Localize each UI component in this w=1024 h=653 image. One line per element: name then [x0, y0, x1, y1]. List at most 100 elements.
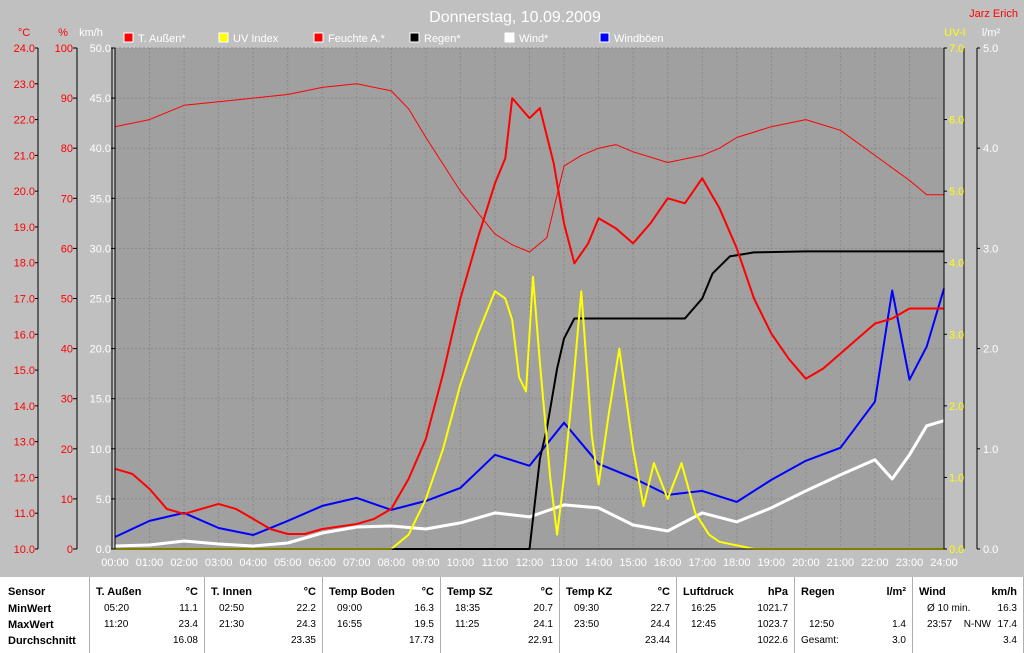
x-tick-label: 07:00	[343, 557, 371, 569]
temp-tick-label: 23.0	[14, 79, 35, 91]
stats-avg-value: 22.91	[527, 635, 553, 646]
legend-swatch	[313, 32, 324, 43]
x-tick-label: 13:00	[550, 557, 578, 569]
stats-max-time: 16:55	[337, 619, 363, 630]
stats-section: T. Außen °C 05:20 11.1 11:20 23.4 16.08	[90, 577, 205, 653]
stats-section-unit: l/m²	[886, 586, 906, 598]
temp-tick-label: 20.0	[14, 186, 35, 198]
stats-min-time: 02:50	[219, 603, 245, 614]
series-line-uv-index	[115, 276, 944, 550]
x-tick-label: 04:00	[239, 557, 267, 569]
temp-tick-label: 19.0	[14, 222, 35, 234]
stats-max-value: 1.4	[892, 619, 906, 630]
stats-section-name: T. Innen	[211, 586, 252, 598]
uv-tick-label: 6.0	[949, 115, 964, 127]
x-tick-label: 15:00	[619, 557, 647, 569]
legend-label: Feuchte A.*	[328, 33, 386, 45]
stats-label-min: MinWert	[8, 603, 52, 615]
stats-avg-value: 1022.6	[757, 635, 788, 646]
temp-tick-label: 10.0	[14, 544, 35, 556]
temp-tick-label: 13.0	[14, 437, 35, 449]
x-tick-label: 19:00	[758, 557, 786, 569]
temp-tick-label: 21.0	[14, 150, 35, 162]
legend: T. Außen* UV Index Feuchte A.* Regen* Wind* W…	[123, 32, 664, 45]
x-tick-label: 23:00	[896, 557, 924, 569]
rain-tick-label: 3.0	[983, 243, 998, 255]
wind-tick-label: 40.0	[90, 143, 111, 155]
stats-max-value: 23.4	[178, 619, 198, 630]
stats-section-unit: °C	[185, 586, 198, 598]
uv-tick-label: 3.0	[949, 329, 964, 341]
stats-max-time: 23:50	[574, 619, 600, 630]
humidity-tick-label: 20	[61, 444, 73, 456]
series-line-regen	[115, 250, 944, 550]
stats-section-unit: °C	[421, 586, 434, 598]
stats-avg-label: Gesamt:	[801, 635, 839, 646]
wind-tick-label: 35.0	[90, 193, 111, 205]
axes-layer: 00:00 01:00 02:00 03:00 04:00 05:00 06:00 07:00…	[14, 27, 1001, 569]
rain-tick-label: 5.0	[983, 43, 998, 55]
stats-max-time: 11:25	[455, 619, 480, 630]
stats-avg-value: 23.44	[644, 635, 670, 646]
x-tick-label: 20:00	[792, 557, 820, 569]
temp-tick-label: 16.0	[14, 329, 35, 341]
x-tick-label: 22:00	[861, 557, 889, 569]
rain-tick-label: 2.0	[983, 344, 998, 356]
humidity-tick-label: 90	[61, 93, 73, 105]
humidity-tick-label: 60	[61, 243, 73, 255]
legend-label: Windböen	[614, 33, 664, 45]
stats-section-name: Temp SZ	[447, 586, 493, 598]
legend-label: UV Index	[233, 33, 279, 45]
stats-max-value: 1023.7	[757, 619, 788, 630]
stats-max-value: 17.4	[997, 619, 1017, 630]
humidity-tick-label: 40	[61, 344, 73, 356]
series-line-wind	[114, 419, 945, 548]
author-label: Jarz Erich	[969, 8, 1018, 20]
x-tick-label: 09:00	[412, 557, 440, 569]
x-tick-label: 14:00	[585, 557, 613, 569]
stats-min-time: Ø 10 min.	[927, 603, 971, 614]
temp-tick-label: 22.0	[14, 115, 35, 127]
temp-tick-label: 18.0	[14, 258, 35, 270]
uv-tick-label: 1.0	[949, 472, 964, 484]
wind-tick-label: 45.0	[90, 93, 111, 105]
legend-swatch	[409, 32, 420, 43]
stats-section-name: Regen	[801, 586, 835, 598]
stats-section-name: Temp Boden	[329, 586, 395, 598]
legend-label: T. Außen*	[138, 33, 186, 45]
stats-section-unit: °C	[657, 586, 670, 598]
stats-header-sensor: Sensor	[8, 586, 46, 598]
temp-unit-label: °C	[18, 27, 30, 39]
wind-unit-label: km/h	[79, 27, 103, 39]
x-tick-label: 18:00	[723, 557, 751, 569]
stats-min-value: 22.7	[650, 603, 670, 614]
stats-section: T. Innen °C 02:50 22.2 21:30 24.3 23.35	[205, 577, 323, 653]
rain-tick-label: 1.0	[983, 444, 998, 456]
temp-tick-label: 15.0	[14, 365, 35, 377]
humidity-tick-label: 100	[55, 43, 73, 55]
stats-min-value: 22.2	[296, 603, 316, 614]
stats-max-value: 24.1	[533, 619, 553, 630]
stats-section-name: Temp KZ	[566, 586, 613, 598]
stats-labels-column: Sensor MinWert MaxWert Durchschnitt	[0, 577, 90, 653]
stats-max-time: 12:50	[809, 619, 835, 630]
wind-tick-label: 25.0	[90, 294, 111, 306]
stats-avg-value: 3.4	[1003, 635, 1017, 646]
stats-min-time: 18:35	[455, 603, 481, 614]
stats-min-value: 16.3	[997, 603, 1017, 614]
stats-max-value: 24.4	[650, 619, 670, 630]
wind-tick-label: 5.0	[96, 494, 111, 506]
wind-tick-label: 10.0	[90, 444, 111, 456]
stats-section-unit: km/h	[991, 586, 1017, 598]
stats-avg-value: 23.35	[290, 635, 316, 646]
stats-label-max: MaxWert	[8, 619, 54, 631]
x-tick-label: 17:00	[688, 557, 716, 569]
stats-max-direction: N-NW	[963, 619, 991, 630]
wind-tick-label: 0.0	[96, 544, 111, 556]
wind-tick-label: 50.0	[90, 43, 111, 55]
uv-unit-label: UV-I	[944, 27, 965, 39]
x-tick-label: 06:00	[308, 557, 336, 569]
stats-min-value: 11.1	[179, 603, 198, 614]
humidity-tick-label: 10	[61, 494, 73, 506]
stats-min-time: 05:20	[104, 603, 130, 614]
